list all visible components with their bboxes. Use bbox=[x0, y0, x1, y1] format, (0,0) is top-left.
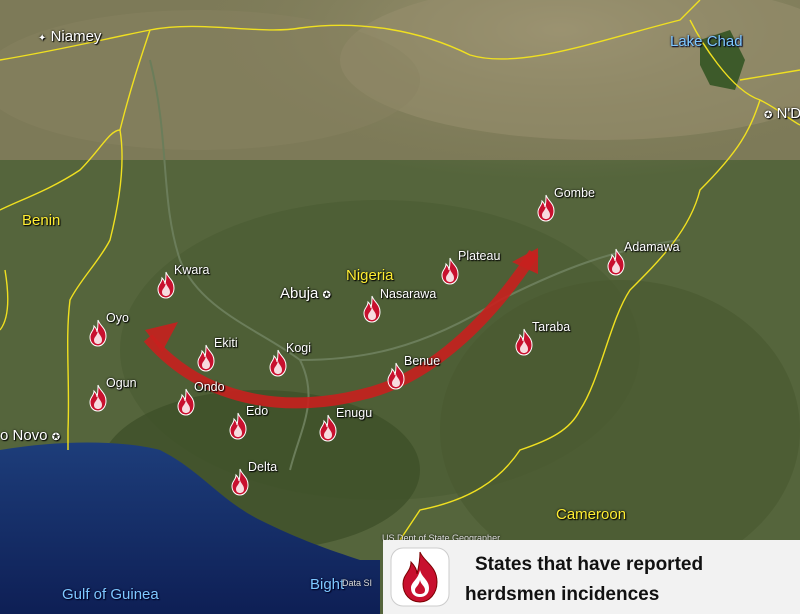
city-label-porto-novo: o Novo bbox=[0, 427, 48, 444]
capital-star-icon: ✪ bbox=[51, 432, 61, 443]
state-label: Plateau bbox=[458, 249, 501, 263]
state-label: Edo bbox=[246, 404, 269, 418]
state-label: Ondo bbox=[194, 380, 225, 394]
water-label-lake-chad: Lake Chad bbox=[670, 33, 743, 50]
legend-line-1: States that have reported bbox=[475, 554, 704, 575]
capital-star-icon: ✪ bbox=[764, 110, 773, 121]
country-label-cameroon: Cameroon bbox=[556, 506, 627, 523]
state-label: Kwara bbox=[174, 263, 210, 277]
city-ndjamena: ✪ N'D bbox=[764, 105, 800, 122]
fire-icon bbox=[157, 271, 175, 299]
state-label: Kogi bbox=[286, 341, 312, 355]
fire-icon bbox=[89, 384, 107, 412]
state-marker-oyo[interactable]: Oyo bbox=[86, 311, 166, 351]
state-label: Delta bbox=[248, 460, 278, 474]
fire-icon bbox=[441, 257, 459, 285]
state-marker-taraba[interactable]: Taraba bbox=[512, 320, 592, 360]
fire-icon bbox=[177, 388, 195, 416]
state-label: Taraba bbox=[532, 320, 571, 334]
city-marker-icon: ✦ bbox=[38, 33, 47, 44]
state-marker-gombe[interactable]: Gombe bbox=[534, 186, 614, 226]
state-marker-edo[interactable]: Edo bbox=[226, 404, 306, 444]
state-label: Ekiti bbox=[214, 336, 238, 350]
fire-icon bbox=[231, 468, 249, 496]
fire-icon bbox=[319, 414, 337, 442]
fire-icon bbox=[515, 328, 533, 356]
state-marker-ekiti[interactable]: Ekiti bbox=[194, 336, 274, 376]
state-marker-ondo[interactable]: Ondo bbox=[174, 380, 254, 420]
state-marker-enugu[interactable]: Enugu bbox=[316, 406, 396, 446]
fire-icon bbox=[89, 319, 107, 347]
state-label: Enugu bbox=[336, 406, 373, 420]
state-marker-plateau[interactable]: Plateau bbox=[438, 249, 518, 289]
city-niamey: ✦ Niamey bbox=[38, 28, 101, 45]
state-label: Gombe bbox=[554, 186, 595, 200]
fire-icon bbox=[269, 349, 287, 377]
state-label: Nasarawa bbox=[380, 287, 437, 301]
water-label-gulf-of-guinea: Gulf of Guinea bbox=[62, 586, 159, 603]
legend-box: States that have reported herdsmen incid… bbox=[383, 540, 800, 614]
fire-icon bbox=[387, 362, 405, 390]
fire-icon bbox=[363, 295, 381, 323]
state-label: Oyo bbox=[106, 311, 129, 325]
state-label: Adamawa bbox=[624, 240, 680, 254]
state-marker-nasarawa[interactable]: Nasarawa bbox=[360, 287, 440, 327]
state-marker-benue[interactable]: Benue bbox=[384, 354, 464, 394]
state-label: Benue bbox=[404, 354, 441, 368]
fire-icon bbox=[197, 344, 215, 372]
fire-icon bbox=[537, 194, 555, 222]
country-label-benin: Benin bbox=[22, 212, 61, 229]
water-label-bight: Bight bbox=[310, 576, 345, 593]
state-marker-adamawa[interactable]: Adamawa bbox=[604, 240, 684, 280]
state-marker-kwara[interactable]: Kwara bbox=[154, 263, 234, 303]
state-marker-delta[interactable]: Delta bbox=[228, 460, 308, 500]
city-abuja: Abuja ✪ bbox=[280, 285, 331, 302]
capital-star-icon: ✪ bbox=[322, 290, 331, 301]
state-marker-ogun[interactable]: Ogun bbox=[86, 376, 166, 416]
state-label: Ogun bbox=[106, 376, 137, 390]
fire-icon bbox=[390, 547, 450, 607]
legend-line-2: herdsmen incidences bbox=[465, 584, 660, 605]
city-label-abuja: Abuja bbox=[280, 285, 319, 302]
attribution-data: Data SI bbox=[342, 578, 373, 588]
fire-icon bbox=[229, 412, 247, 440]
country-label-nigeria: Nigeria bbox=[346, 267, 394, 284]
city-label-niamey: Niamey bbox=[50, 28, 102, 45]
state-marker-kogi[interactable]: Kogi bbox=[266, 341, 346, 381]
attribution-state-dept: US Dept of State Geographer bbox=[382, 533, 501, 543]
fire-icon bbox=[607, 248, 625, 276]
city-label-ndjamena: N'D bbox=[776, 105, 800, 122]
city-porto-novo: o Novo ✪ bbox=[0, 427, 60, 444]
